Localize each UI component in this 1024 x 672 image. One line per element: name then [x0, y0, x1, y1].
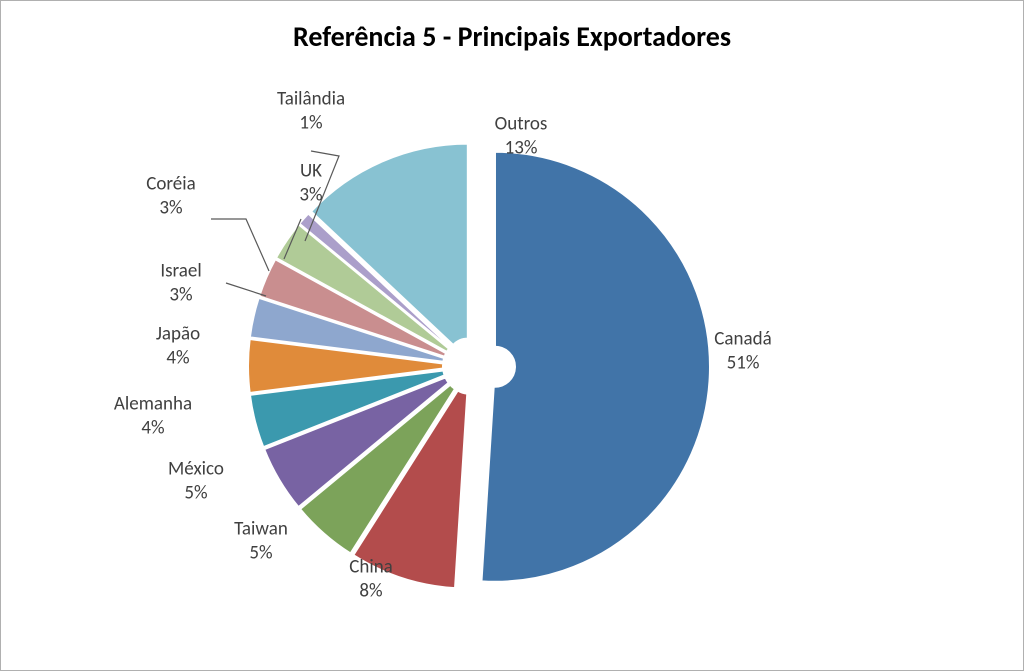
label-name-outros: Outros — [495, 112, 548, 136]
label-name-israel: Israel — [160, 259, 201, 283]
label-name-coreia: Coréia — [146, 172, 195, 196]
label-uk: UK3% — [299, 159, 322, 207]
chart-container: Referência 5 - Principais Exportadores C… — [0, 0, 1024, 671]
label-taiwan: Taiwan5% — [234, 517, 288, 565]
label-tailandia: Tailândia1% — [277, 87, 345, 135]
label-pct-taiwan: 5% — [234, 541, 288, 565]
label-israel: Israel3% — [160, 259, 201, 307]
label-name-canada: Canadá — [714, 327, 771, 351]
label-outros: Outros13% — [495, 112, 548, 160]
label-japao: Japão4% — [156, 322, 200, 370]
label-pct-outros: 13% — [495, 136, 548, 160]
label-pct-tailandia: 1% — [277, 111, 345, 135]
label-pct-israel: 3% — [160, 283, 201, 307]
leader-coreia — [211, 219, 269, 271]
slice-canada — [481, 152, 710, 582]
label-alemanha: Alemanha4% — [114, 392, 192, 440]
label-pct-japao: 4% — [156, 346, 200, 370]
label-mexico: México5% — [168, 457, 224, 505]
label-pct-coreia: 3% — [146, 196, 195, 220]
label-coreia: Coréia3% — [146, 172, 195, 220]
label-name-alemanha: Alemanha — [114, 392, 192, 416]
label-name-china: China — [349, 555, 393, 579]
pie-chart-svg — [1, 1, 1024, 672]
label-pct-canada: 51% — [714, 351, 771, 375]
label-pct-uk: 3% — [299, 183, 322, 207]
label-name-tailandia: Tailândia — [277, 87, 345, 111]
label-canada: Canadá51% — [714, 327, 771, 375]
label-pct-mexico: 5% — [168, 481, 224, 505]
label-pct-alemanha: 4% — [114, 416, 192, 440]
label-name-uk: UK — [299, 159, 322, 183]
label-china: China8% — [349, 555, 393, 603]
label-name-taiwan: Taiwan — [234, 517, 288, 541]
leader-israel — [226, 283, 266, 296]
label-pct-china: 8% — [349, 579, 393, 603]
label-name-japao: Japão — [156, 322, 200, 346]
label-name-mexico: México — [168, 457, 224, 481]
